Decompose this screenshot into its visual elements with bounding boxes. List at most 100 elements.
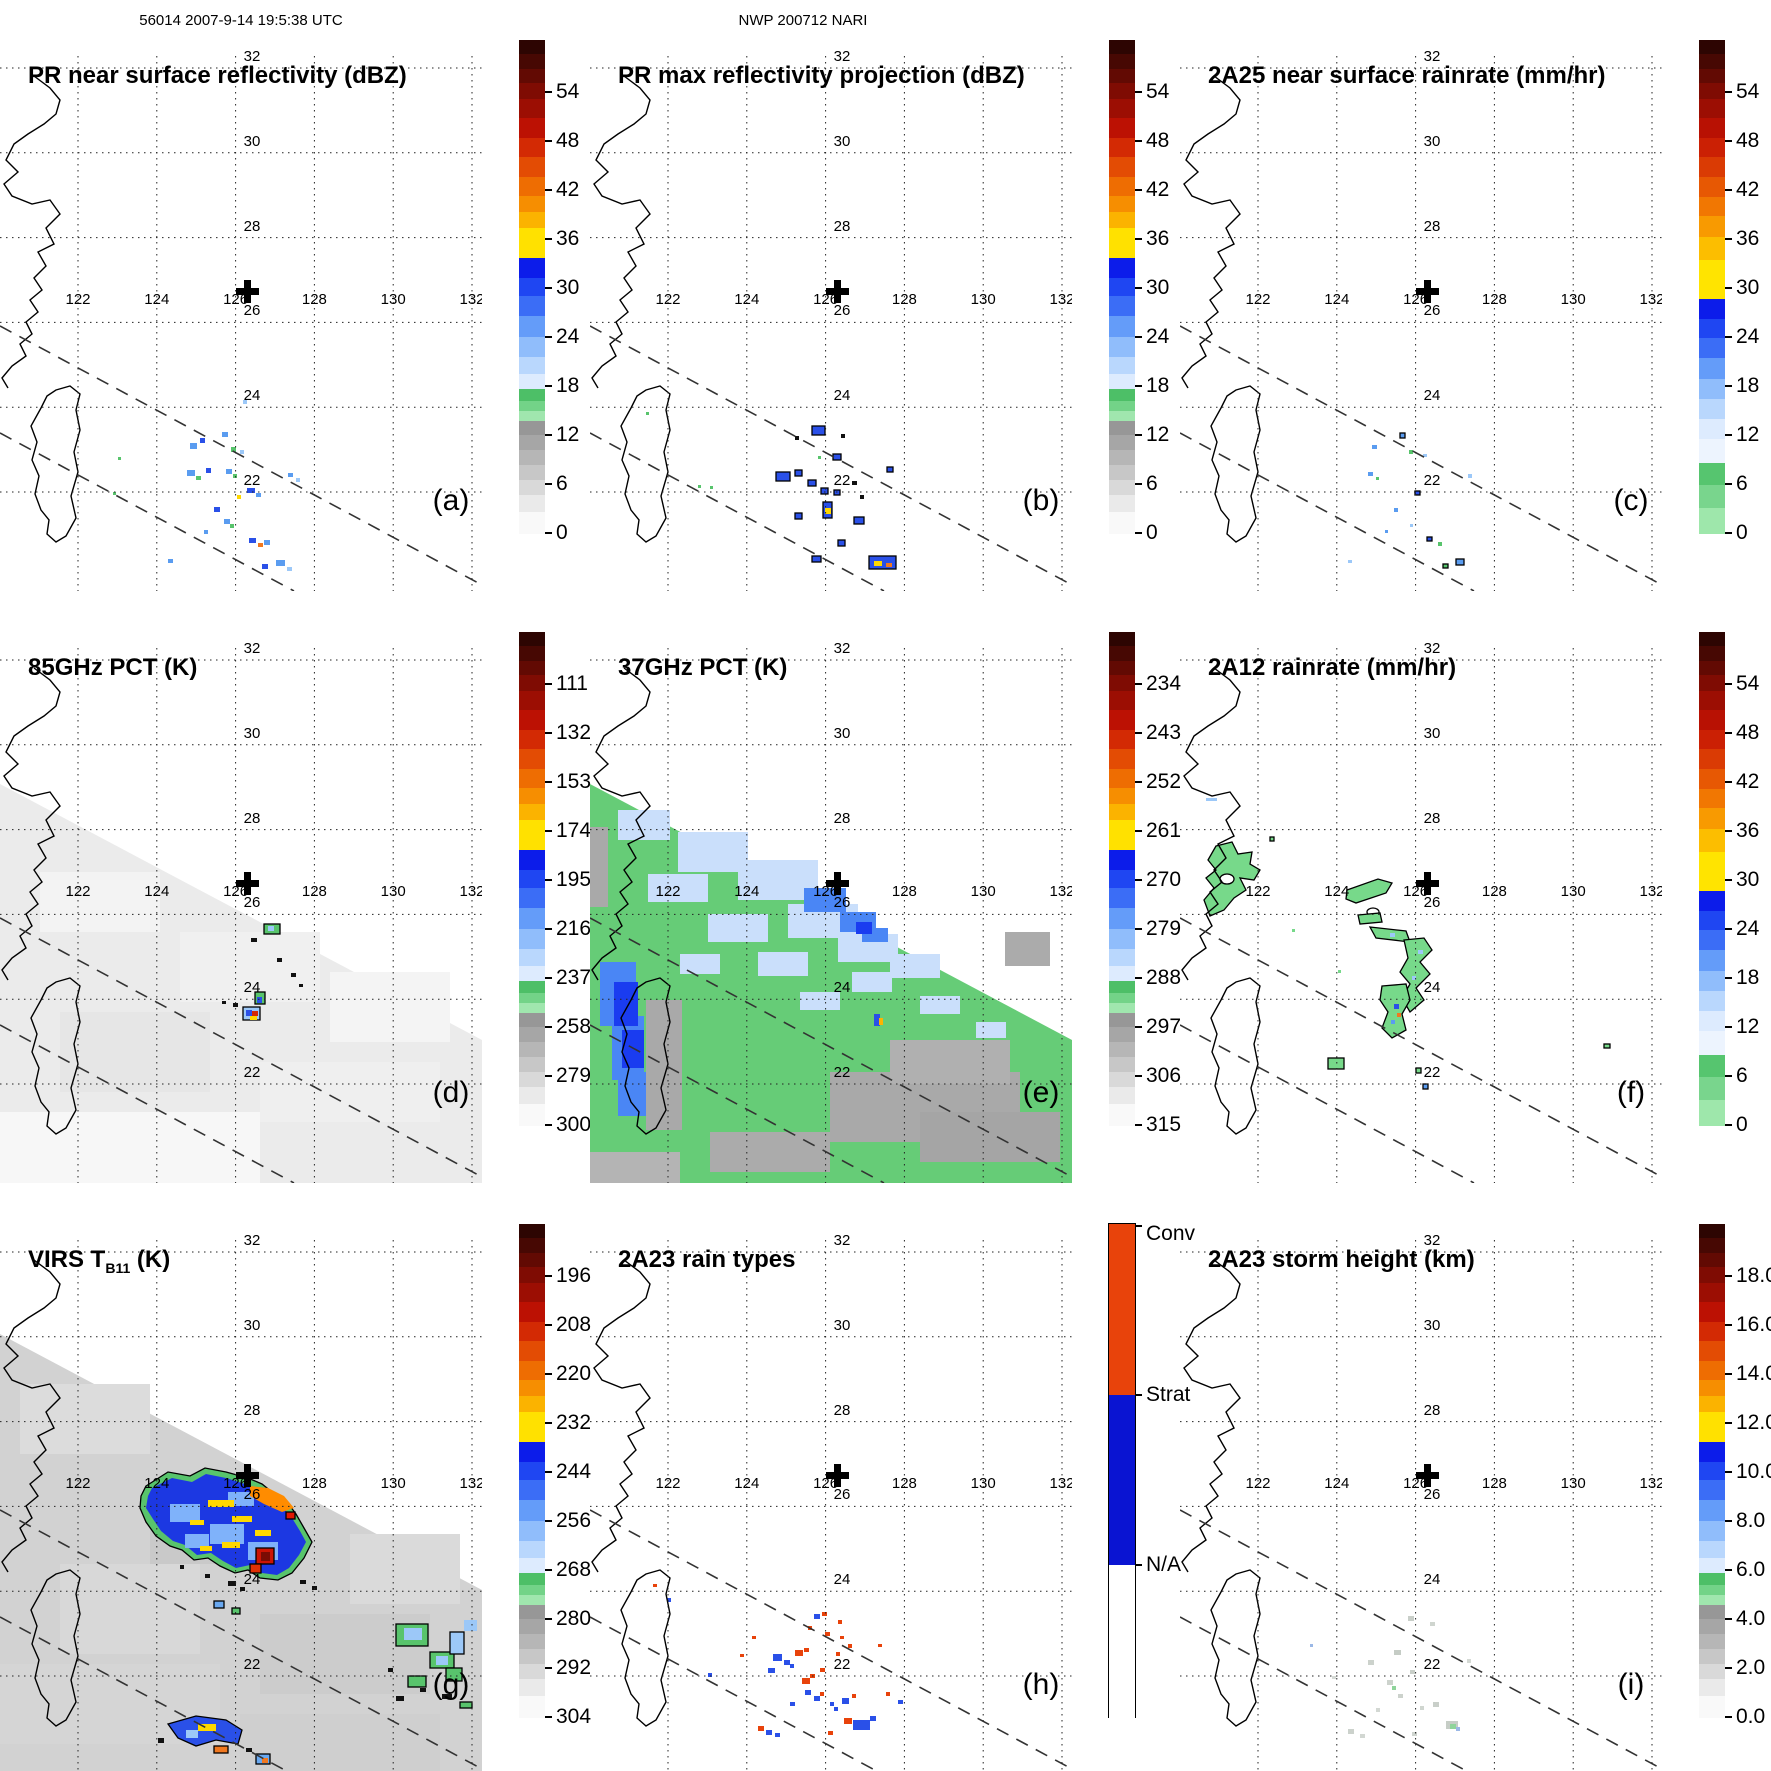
colorbar-tick-label: 18.0 bbox=[1736, 1263, 1771, 1287]
colorbar-tick-label: 10.0 bbox=[1736, 1459, 1771, 1483]
colorbar-tick bbox=[545, 1123, 552, 1126]
lat-tick-label: 32 bbox=[1423, 1232, 1441, 1249]
lat-tick-label: 24 bbox=[833, 387, 851, 405]
lon-tick-label: 132 bbox=[1639, 883, 1662, 900]
colorbar-tick-label: 132 bbox=[556, 720, 592, 744]
colorbar-tick bbox=[1135, 237, 1142, 240]
china-coastline bbox=[1, 667, 61, 981]
colorbar-tick bbox=[1135, 1026, 1142, 1029]
china-coastline bbox=[591, 667, 651, 981]
china-coastline bbox=[591, 1259, 651, 1573]
colorbar-tick bbox=[545, 1274, 552, 1277]
colorbar-tick bbox=[1725, 1274, 1732, 1277]
lon-tick-label: 128 bbox=[891, 291, 917, 308]
center-cross-marker bbox=[244, 872, 251, 895]
colorbar-tick bbox=[545, 531, 552, 534]
colorbar-tick-label: 18 bbox=[556, 374, 580, 398]
colorbar-tick bbox=[545, 90, 552, 93]
colorbar-tick-label: 2.0 bbox=[1736, 1656, 1766, 1680]
map-plot: 122 124 126 128 130 132 32 30 28 26 24 22 bbox=[0, 1224, 482, 1771]
panel-title: VIRS TB11 (K) bbox=[28, 1245, 171, 1276]
center-cross-marker bbox=[244, 1464, 251, 1487]
lon-tick-label: 126 bbox=[1403, 883, 1429, 900]
swath-edge-dashed-line bbox=[1180, 325, 1662, 586]
colorbar-tick bbox=[545, 1715, 552, 1718]
colorbar-scale bbox=[1109, 40, 1135, 534]
lon-tick-label: 122 bbox=[65, 883, 91, 900]
lon-tick-label: 124 bbox=[144, 883, 170, 900]
lat-tick-label: 22 bbox=[1423, 1656, 1441, 1673]
lon-tick-label: 132 bbox=[1639, 291, 1662, 308]
lon-tick-label: 128 bbox=[891, 883, 917, 900]
lat-tick-label: 30 bbox=[243, 724, 261, 742]
lat-tick-label: 24 bbox=[243, 979, 261, 997]
colorbar-tick-label: 14.0 bbox=[1736, 1361, 1771, 1385]
panel-i: 2A23 storm height (km) 122 124 126 128 130 13… bbox=[1180, 1224, 1771, 1771]
colorbar-tick bbox=[1135, 1075, 1142, 1078]
lon-tick-label: 126 bbox=[1403, 1475, 1429, 1492]
swath-edge-dashed-line bbox=[590, 1616, 879, 1771]
colorbar-tick bbox=[1725, 1569, 1732, 1572]
map-svg bbox=[590, 1240, 1072, 1771]
lat-tick-label: 32 bbox=[833, 1232, 851, 1249]
colorbar-scale bbox=[519, 632, 545, 1126]
lat-tick-label: 22 bbox=[833, 1064, 851, 1081]
colorbar-tick bbox=[545, 731, 552, 734]
colorbar-tick bbox=[1135, 878, 1142, 881]
colorbar-tick bbox=[1135, 385, 1142, 388]
panel-title: 85GHz PCT (K) bbox=[28, 653, 198, 681]
lon-tick-label: 122 bbox=[1245, 1475, 1271, 1492]
panel-letter: (e) bbox=[1022, 1076, 1060, 1109]
colorbar-tick-label: 54 bbox=[1736, 79, 1760, 103]
lon-tick-label: 130 bbox=[970, 1475, 996, 1492]
swath-edge-dashed-line bbox=[1180, 917, 1662, 1178]
lon-tick-label: 128 bbox=[301, 1475, 327, 1492]
colorbar-tick bbox=[545, 434, 552, 437]
colorbar-tick bbox=[1725, 1520, 1732, 1523]
colorbar-scale bbox=[1699, 40, 1725, 534]
lat-tick-label: 30 bbox=[833, 132, 851, 150]
colorbar-tick-label: 8.0 bbox=[1736, 1509, 1766, 1533]
center-cross-marker bbox=[1424, 872, 1431, 895]
panel-title: 2A23 storm height (km) bbox=[1208, 1245, 1475, 1273]
lat-tick-label: 24 bbox=[833, 1571, 851, 1589]
map-plot: 122 124 126 128 130 132 32 30 28 26 24 22 bbox=[590, 40, 1072, 591]
colorbar-tick-label: 6 bbox=[1736, 472, 1748, 496]
colorbar-tick bbox=[1725, 878, 1732, 881]
lon-tick-label: 130 bbox=[380, 291, 406, 308]
lat-tick-label: 26 bbox=[1423, 302, 1441, 320]
china-coastline bbox=[1, 75, 61, 389]
center-cross-marker bbox=[1424, 1464, 1431, 1487]
lat-tick-label: 22 bbox=[833, 472, 851, 489]
colorbar-tick bbox=[1725, 286, 1732, 289]
lon-tick-label: 126 bbox=[223, 291, 249, 308]
lat-tick-label: 32 bbox=[243, 640, 261, 657]
colorbar-tick-label: 258 bbox=[556, 1015, 592, 1039]
lon-tick-label: 124 bbox=[734, 291, 760, 308]
panel-letter: (i) bbox=[1617, 1668, 1645, 1701]
panel-d: 85GHz PCT (K) 122 124 126 128 130 132 32 30 28 26… bbox=[0, 632, 592, 1192]
swath-edge-dashed-line bbox=[590, 1509, 1072, 1770]
colorbar-tick bbox=[1135, 1564, 1142, 1567]
colorbar-tick-label: 48 bbox=[1736, 720, 1760, 744]
colorbar: 54 48 42 36 30 24 18 12 6 0 bbox=[519, 40, 589, 550]
colorbar-tick bbox=[545, 1026, 552, 1029]
colorbar-tick bbox=[1725, 1715, 1732, 1718]
swath-edge-dashed-line bbox=[590, 1024, 885, 1183]
panel-b: PR max reflectivity projection (dBZ) 122… bbox=[590, 40, 1180, 600]
map-svg bbox=[0, 56, 482, 591]
colorbar-tick-label: Conv bbox=[1146, 1221, 1196, 1245]
taiwan-coastline bbox=[620, 1569, 671, 1727]
colorbar-tick bbox=[545, 780, 552, 783]
colorbar-tick bbox=[545, 483, 552, 486]
colorbar-tick bbox=[1135, 139, 1142, 142]
lat-tick-label: 28 bbox=[833, 809, 851, 827]
lon-tick-label: 132 bbox=[459, 1475, 482, 1492]
colorbar: Conv Strat N/A bbox=[1108, 1222, 1195, 1734]
panel-e: 37GHz PCT (K) 122 124 126 128 130 132 32 30 28 26… bbox=[590, 632, 1181, 1192]
swath-edge-dashed-line bbox=[590, 917, 1072, 1178]
colorbar-tick-label: 174 bbox=[556, 818, 592, 842]
colorbar-tick bbox=[545, 829, 552, 832]
panel-letter: (h) bbox=[1022, 1668, 1060, 1701]
